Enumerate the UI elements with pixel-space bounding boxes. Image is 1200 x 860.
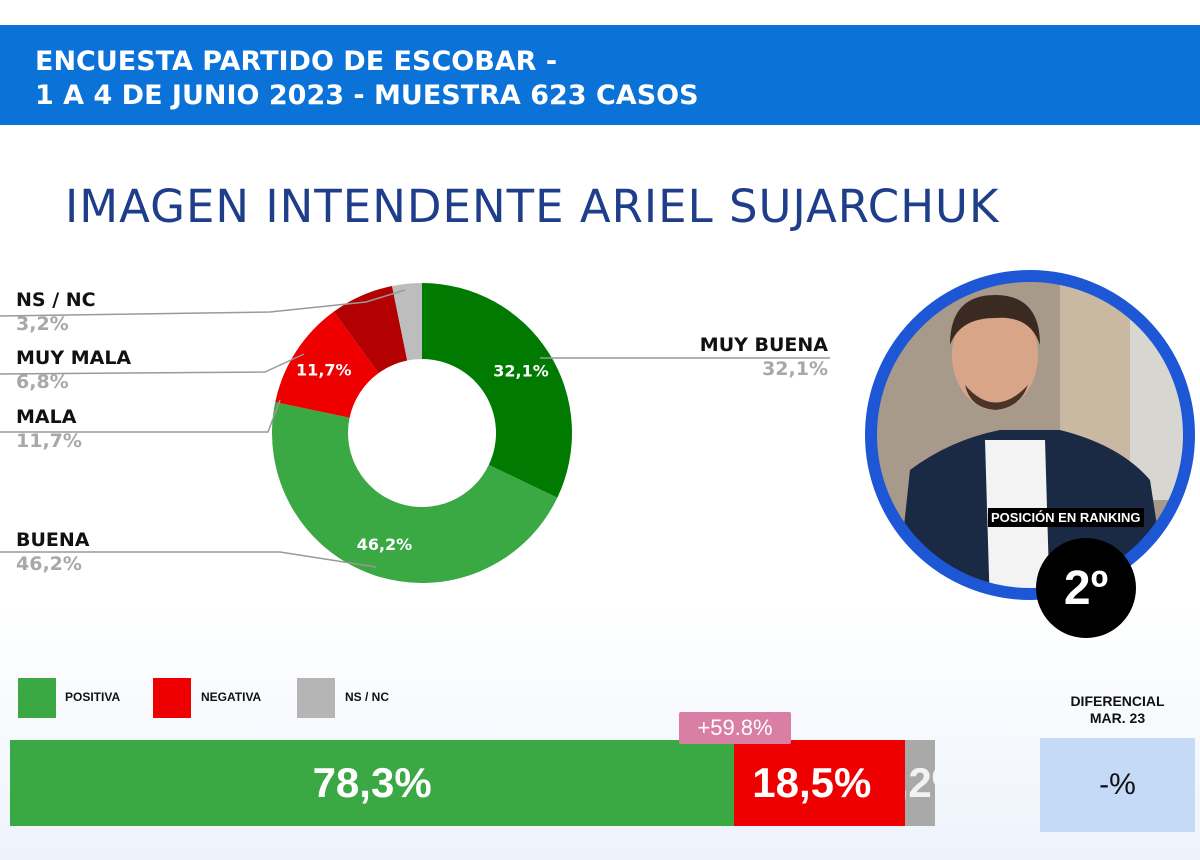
label-name: MALA [16,406,77,428]
bar-segment-label: 3,2% [905,759,935,806]
legend-positiva: POSITIVA [65,690,121,704]
label-muy-mala: MUY MALA 6,8% [16,346,131,394]
diferencial-header: DIFERENCIAL MAR. 23 [1040,693,1195,727]
label-value: 46,2% [16,553,82,575]
label-name: NS / NC [16,289,96,311]
bar-segment-label: 18,5% [752,759,872,806]
donut-data-label: 11,7% [296,360,352,379]
diferencial-value: -% [1040,738,1195,832]
label-value: 6,8% [16,371,69,393]
diferencial-title: DIFERENCIAL [1070,693,1165,709]
ranking-badge: 2º [1036,538,1136,638]
label-mala: MALA 11,7% [16,405,82,453]
survey-header: ENCUESTA PARTIDO DE ESCOBAR - 1 A 4 DE J… [0,25,1200,125]
legend-swatch-negativa [153,678,191,718]
donut-slice-mala [275,311,379,418]
label-value: 3,2% [16,313,69,335]
legend-negativa: NEGATIVA [201,690,262,704]
leader-line [0,353,305,375]
label-value: 11,7% [16,430,82,452]
leader-line [0,551,377,568]
header-line-1: ENCUESTA PARTIDO DE ESCOBAR - [35,46,558,77]
ranking-label: POSICIÓN EN RANKING [988,508,1144,527]
label-name: MUY BUENA [699,334,828,356]
label-buena: BUENA 46,2% [16,528,90,576]
header-line-2: 1 A 4 DE JUNIO 2023 - MUESTRA 623 CASOS [35,80,699,111]
leader-line [0,289,406,317]
bar-segment-ns-nc: 3,2% [905,740,935,826]
label-name: BUENA [16,529,90,551]
label-value: 32,1% [762,358,828,380]
donut-slice-muy-mala [333,286,408,374]
donut-data-label: 32,1% [493,362,549,381]
legend-swatch-positiva [18,678,56,718]
legend-nsnc: NS / NC [345,690,390,704]
difference-badge: +59.8% [679,712,791,744]
label-nsnc: NS / NC 3,2% [16,288,96,336]
diferencial-subtitle: MAR. 23 [1089,710,1146,726]
donut-slice-muy-buena [422,283,572,498]
donut-slice-buena [271,402,558,583]
bar-segment-positiva: 78,3% [10,740,735,826]
chart-title: IMAGEN INTENDENTE ARIEL SUJARCHUK [65,180,1000,233]
bar-segment-label: 78,3% [312,759,432,806]
legend-swatch-nsnc [297,678,335,718]
leader-line [0,399,281,433]
bar-segment-negativa: 18,5% [734,740,906,826]
label-name: MUY MALA [16,347,132,369]
donut-slice-ns-nc [392,283,422,361]
donut-data-label: 46,2% [357,535,413,554]
label-muy-buena: MUY BUENA 32,1% [660,333,828,381]
